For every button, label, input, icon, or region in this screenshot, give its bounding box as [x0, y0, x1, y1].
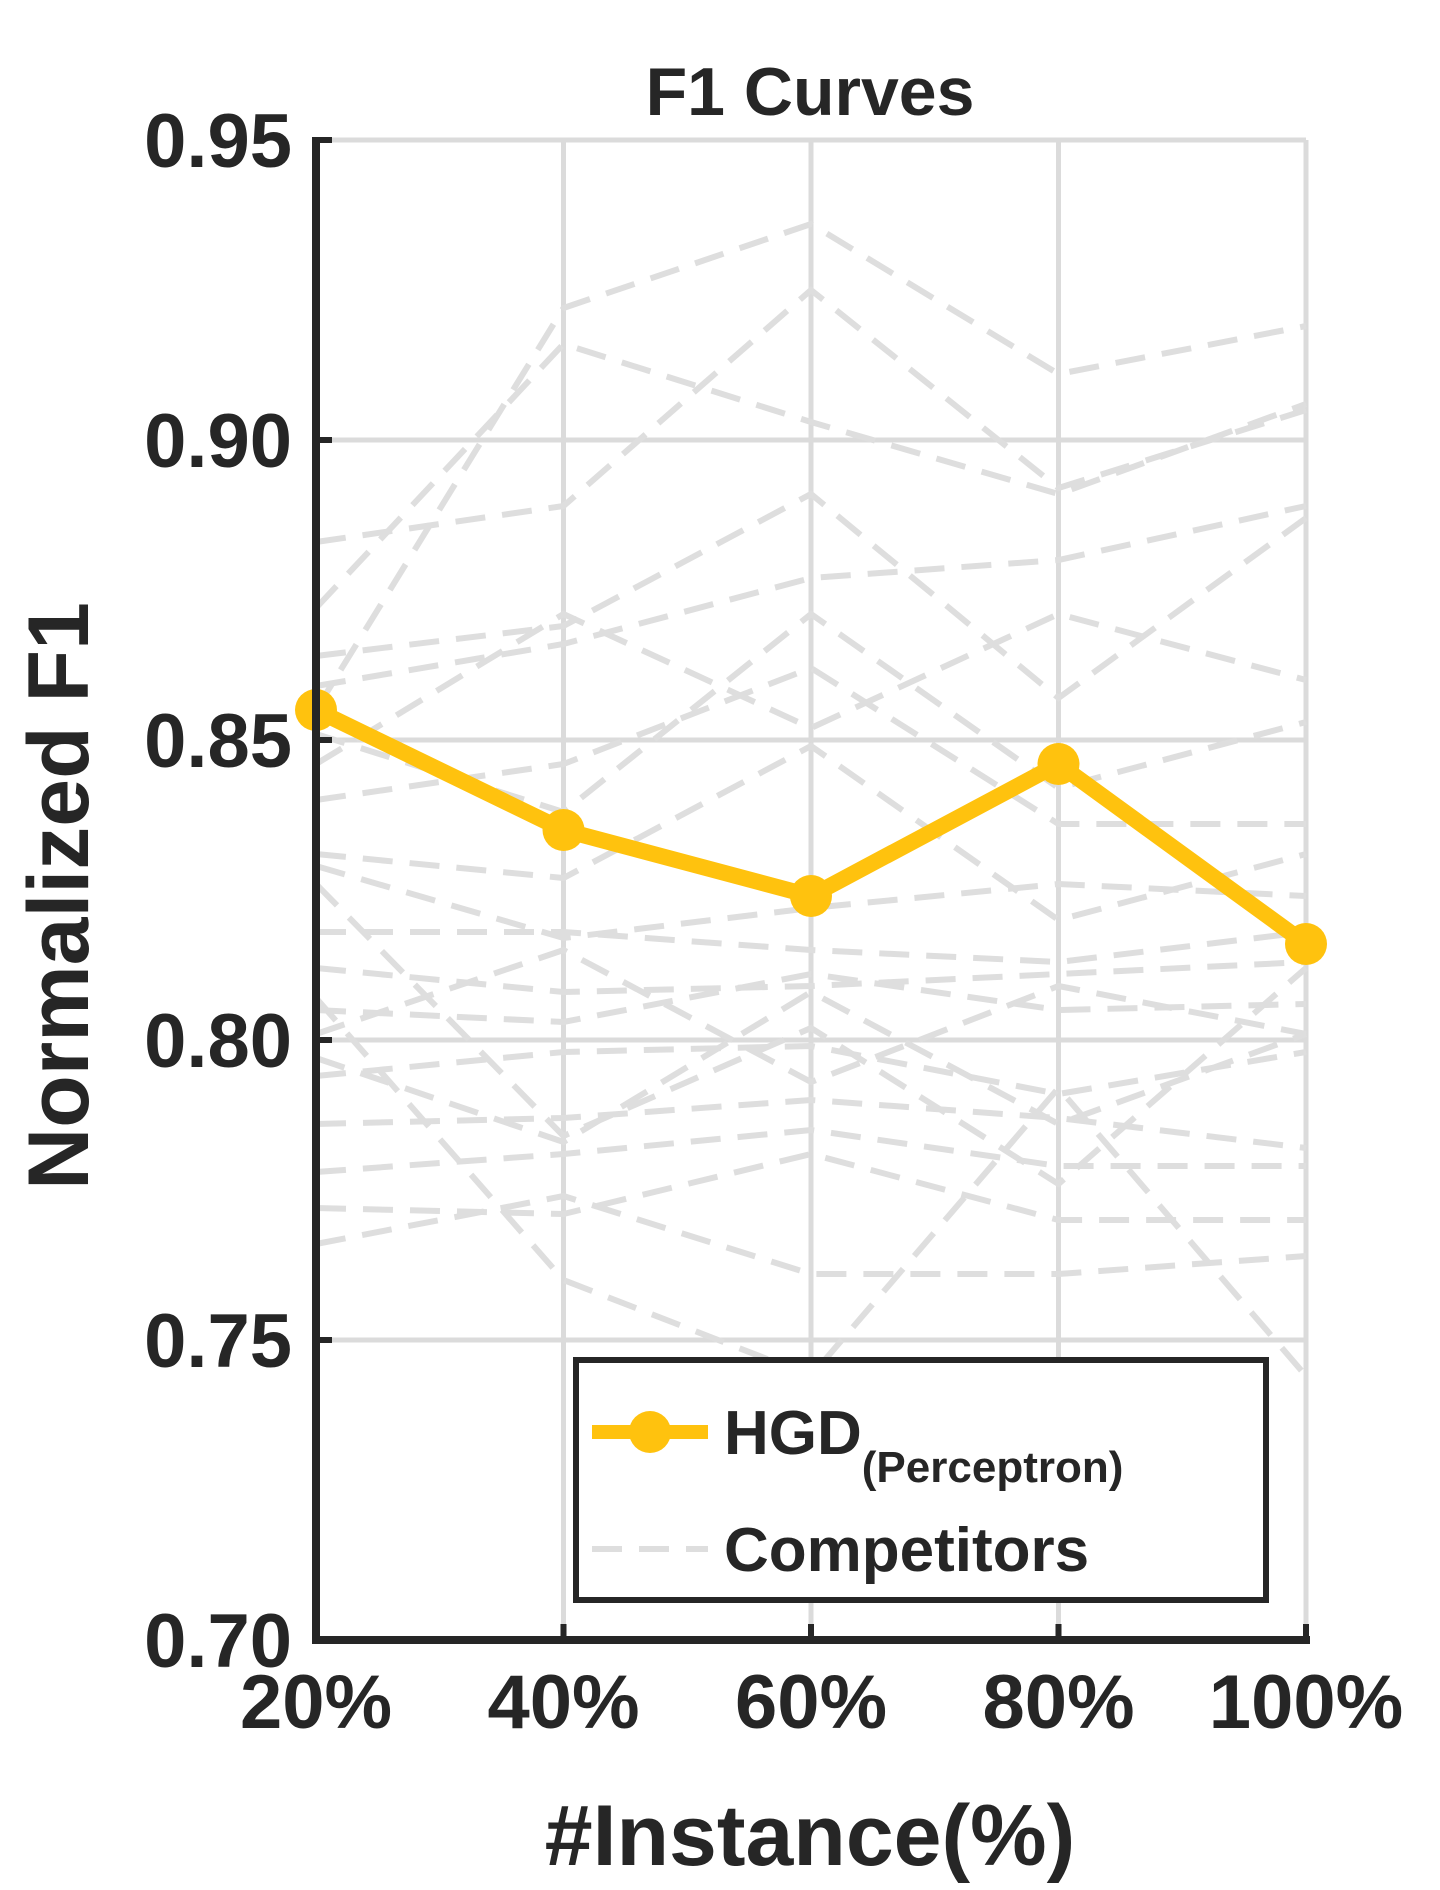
hgd-data-point — [542, 809, 585, 851]
x-tick-label: 60% — [735, 1660, 887, 1745]
legend-box — [573, 1357, 1269, 1603]
competitor-line — [314, 610, 1307, 767]
competitor-line — [313, 881, 1308, 1188]
competitor-line — [315, 970, 1307, 1026]
x-tick-label: 40% — [487, 1660, 639, 1745]
hgd-data-point — [1037, 743, 1080, 785]
competitor-line — [315, 959, 1307, 996]
competitor-line — [315, 742, 1307, 924]
competitor-line — [315, 1042, 1307, 1098]
competitor-line — [315, 503, 1307, 689]
hgd-data-point — [1285, 923, 1327, 965]
competitor-line — [315, 610, 1307, 816]
chart-title: F1 Curves — [646, 54, 975, 130]
x-tick-label: 20% — [240, 1660, 392, 1745]
competitor-line — [315, 1096, 1307, 1151]
competitor-line — [315, 946, 1307, 1086]
y-tick-label: 0.70 — [144, 1599, 292, 1684]
legend-label-main-text: HGD — [724, 1399, 862, 1468]
axes — [312, 137, 1310, 1644]
legend-main-marker — [629, 1411, 671, 1453]
legend-label-competitors: Competitors — [724, 1516, 1089, 1585]
x-axis-title: #Instance(%) — [545, 1788, 1076, 1884]
competitor-line — [315, 1192, 1307, 1277]
competitor-line — [315, 988, 1308, 1146]
competitor-series — [313, 220, 1309, 1380]
y-tick-label: 0.85 — [144, 699, 292, 784]
y-tick-label: 0.75 — [144, 1299, 292, 1384]
competitor-line — [313, 340, 1308, 611]
y-axis-title: Normalized F1 — [11, 602, 107, 1190]
y-tick-label: 0.80 — [144, 999, 292, 1084]
x-tick-label: 80% — [982, 1660, 1134, 1745]
legend: HGD(Perceptron) Competitors — [573, 1357, 1269, 1603]
y-tick-label: 0.90 — [144, 399, 292, 484]
competitor-line — [315, 664, 1306, 827]
x-tick-label: 100% — [1209, 1660, 1403, 1745]
competitor-line — [316, 929, 1307, 966]
main-series — [295, 689, 1327, 965]
hgd-data-point — [790, 875, 832, 917]
competitor-line — [313, 220, 1307, 712]
legend-label-main-subscript: (Perceptron) — [862, 1443, 1124, 1492]
competitor-line — [315, 286, 1307, 545]
competitor-line — [315, 1126, 1306, 1175]
legend-label-main: HGD(Perceptron) — [724, 1399, 1123, 1492]
tick-labels: 0.70 0.75 0.80 0.85 0.90 0.95 20% 40% 60% 80% 100% — [144, 99, 1403, 1745]
y-tick-label: 0.95 — [144, 99, 292, 184]
